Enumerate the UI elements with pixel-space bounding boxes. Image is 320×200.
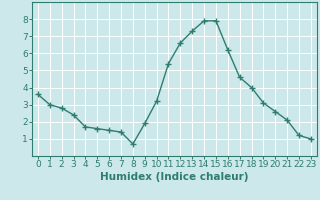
- X-axis label: Humidex (Indice chaleur): Humidex (Indice chaleur): [100, 172, 249, 182]
